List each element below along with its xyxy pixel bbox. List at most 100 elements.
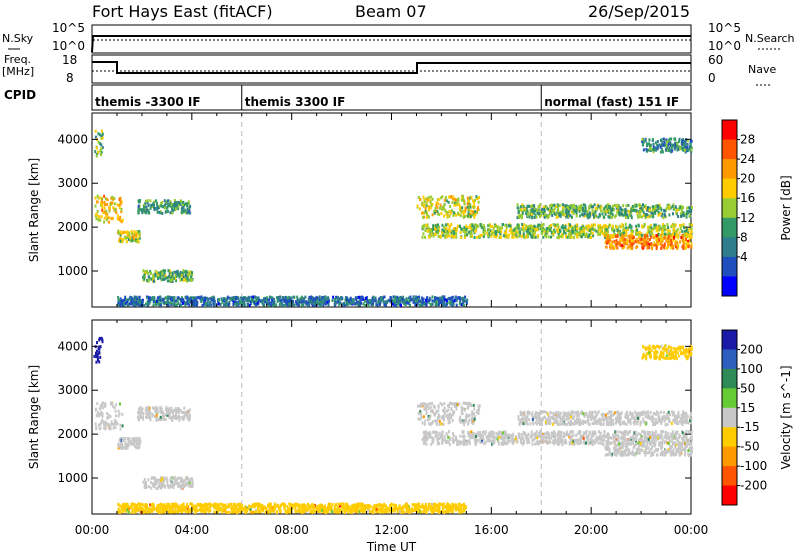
- echo-cell: [457, 202, 460, 206]
- echo-cell: [688, 214, 691, 218]
- echo-cell: [189, 478, 192, 482]
- echo-cell: [335, 296, 338, 299]
- echo-cell: [445, 226, 448, 230]
- echo-cell: [184, 278, 187, 282]
- echo-cell: [590, 205, 593, 209]
- echo-cell: [279, 295, 282, 299]
- echo-cell: [575, 211, 578, 215]
- echo-cell: [672, 230, 675, 233]
- echo-cell: [224, 297, 227, 301]
- echo-cell: [160, 410, 163, 414]
- echo-cell: [147, 303, 150, 306]
- echo-cell: [633, 203, 636, 207]
- echo-cell: [487, 224, 490, 228]
- echo-cell: [432, 224, 435, 228]
- echo-cell: [118, 237, 121, 241]
- echo-cell: [650, 242, 652, 246]
- echo-cell: [677, 236, 680, 240]
- echo-cell: [496, 225, 499, 229]
- echo-cell: [673, 223, 676, 227]
- echo-cell: [650, 211, 653, 215]
- echo-cell: [546, 226, 549, 230]
- echo-cell: [541, 223, 544, 227]
- echo-cell: [580, 204, 583, 208]
- echo-cell: [121, 240, 124, 244]
- echo-cell: [180, 484, 183, 488]
- echo-cell: [309, 300, 312, 303]
- echo-cell: [512, 228, 515, 232]
- echo-cell: [544, 230, 547, 234]
- echo-cell: [521, 228, 524, 232]
- echo-cell: [626, 246, 629, 250]
- echo-cell: [146, 269, 148, 273]
- echo-cell: [604, 224, 607, 227]
- nsky-tick-top: 10^5: [52, 21, 85, 35]
- echo-cell: [101, 412, 104, 416]
- echo-cell: [570, 235, 573, 239]
- echo-cell: [104, 427, 107, 431]
- echo-cell: [279, 301, 282, 305]
- echo-cell: [668, 229, 671, 233]
- echo-cell: [604, 240, 607, 244]
- echo-cell: [637, 210, 640, 214]
- echo-cell: [625, 229, 628, 233]
- echo-cell: [166, 276, 169, 280]
- echo-cell: [135, 445, 138, 449]
- echo-cell: [315, 296, 318, 300]
- echo-cell: [673, 232, 676, 236]
- echo-cell: [545, 431, 548, 435]
- echo-cell: [453, 203, 456, 207]
- echo-cell: [182, 278, 185, 282]
- echo-cell: [180, 304, 183, 308]
- echo-cell: [137, 416, 140, 420]
- echo-cell: [639, 211, 641, 215]
- echo-cell: [631, 247, 633, 250]
- echo-cell: [419, 299, 422, 303]
- echo-cell: [482, 230, 485, 234]
- echo-cell: [139, 208, 142, 212]
- echo-cell: [684, 144, 687, 148]
- echo-cell: [352, 301, 355, 305]
- echo-cell: [674, 205, 677, 209]
- echo-cell: [395, 298, 398, 301]
- echo-cell: [192, 296, 195, 300]
- echo-cell: [450, 414, 453, 418]
- echo-cell: [438, 206, 441, 210]
- echo-cell: [276, 299, 279, 303]
- echo-cell: [622, 213, 625, 217]
- echo-cell: [117, 414, 120, 418]
- echo-cell: [540, 232, 543, 236]
- echo-cell: [453, 227, 456, 230]
- echo-cell: [553, 212, 556, 215]
- echo-cell: [182, 298, 184, 302]
- echo-cell: [441, 416, 444, 420]
- echo-cell: [434, 225, 436, 229]
- echo-cell: [408, 303, 411, 307]
- echo-cell: [100, 201, 103, 205]
- echo-cell: [98, 412, 101, 416]
- cpid-label: CPID: [4, 88, 36, 102]
- echo-cell: [338, 297, 341, 301]
- echo-cell: [331, 299, 334, 302]
- echo-cell: [676, 208, 679, 212]
- echo-cell: [464, 236, 466, 239]
- echo-cell: [103, 194, 106, 198]
- echo-cell: [175, 303, 178, 307]
- echo-cell: [433, 228, 436, 231]
- echo-cell: [114, 207, 117, 211]
- echo-cell: [102, 422, 105, 426]
- echo-cell: [139, 415, 142, 419]
- echo-cell: [97, 132, 100, 136]
- echo-cell: [470, 223, 473, 227]
- echo-cell: [683, 233, 686, 237]
- echo-cell: [431, 299, 434, 303]
- echo-cell: [684, 141, 687, 145]
- echo-cell: [163, 199, 166, 203]
- echo-cell: [646, 142, 648, 146]
- echo-cell: [142, 275, 144, 279]
- echo-cell: [572, 212, 575, 216]
- echo-cell: [146, 199, 149, 203]
- echo-cell: [689, 142, 692, 146]
- echo-cell: [173, 270, 176, 274]
- echo-cell: [539, 210, 542, 213]
